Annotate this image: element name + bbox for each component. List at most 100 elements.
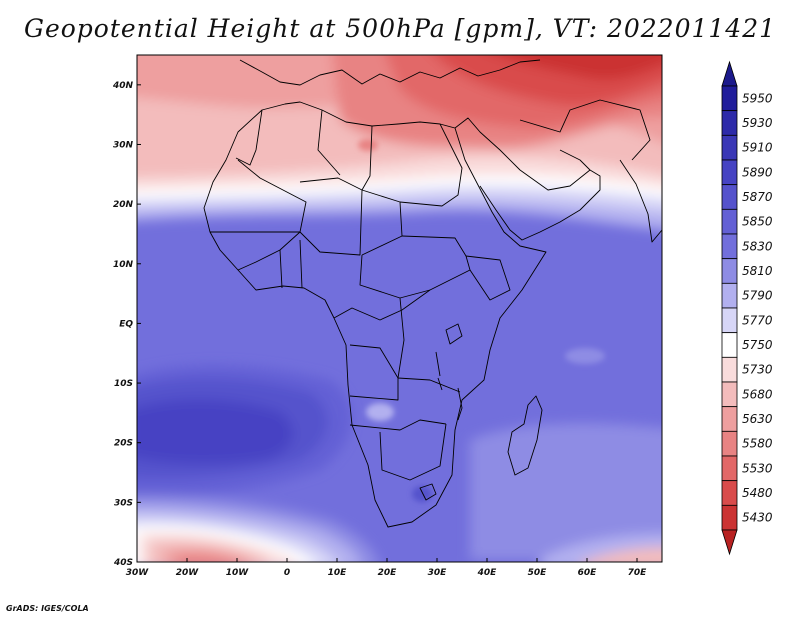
colorbar-label: 5430 bbox=[742, 511, 773, 525]
madagascar-coastline bbox=[507, 395, 543, 476]
africa-coastline bbox=[203, 101, 547, 528]
cell-5850-sa bbox=[412, 486, 432, 502]
colorbar-swatch bbox=[721, 406, 738, 432]
coastlines-and-borders bbox=[203, 59, 662, 528]
persian-gulf-coast bbox=[559, 149, 591, 171]
lat-tick-label: 30N bbox=[113, 140, 134, 150]
colorbar-label: 5630 bbox=[742, 412, 773, 426]
band-5870-sa bbox=[137, 399, 293, 464]
cell-5810-io bbox=[565, 348, 605, 364]
colorbar-label: 5830 bbox=[742, 239, 773, 253]
border-11 bbox=[465, 255, 511, 301]
border-8 bbox=[349, 419, 447, 431]
lake-victoria bbox=[445, 323, 463, 345]
border-14 bbox=[235, 109, 263, 166]
lon-tick-label: 0 bbox=[284, 568, 290, 578]
border-12 bbox=[237, 231, 301, 271]
colorbar-swatch bbox=[721, 430, 738, 457]
colorbar: 5950 5930 5910 5890 5870 5850 5830 5810 5790 5770… bbox=[721, 60, 773, 556]
colorbar-swatch bbox=[721, 307, 738, 334]
colorbar-label: 5530 bbox=[742, 461, 773, 475]
colorbar-swatch bbox=[721, 184, 738, 210]
colorbar-swatch bbox=[721, 208, 738, 235]
colorbar-high-end bbox=[721, 60, 738, 87]
border-5 bbox=[359, 235, 471, 299]
cell-5580-egypt bbox=[358, 139, 378, 151]
lat-tick-label: 40N bbox=[112, 81, 134, 91]
band-5750-se bbox=[584, 547, 662, 562]
colorbar-label: 5580 bbox=[742, 437, 773, 451]
lat-tick-label: 10S bbox=[114, 379, 133, 389]
colorbar-swatch bbox=[721, 258, 738, 284]
border-17 bbox=[519, 99, 651, 161]
border-7 bbox=[349, 344, 399, 401]
lat-tick-label: 20S bbox=[114, 439, 133, 449]
border-10 bbox=[333, 289, 431, 321]
lat-tick-label: 40S bbox=[113, 558, 133, 568]
colorbar-swatch bbox=[721, 356, 738, 383]
colorbar-label: 5680 bbox=[742, 387, 773, 401]
lon-tick-label: 10E bbox=[328, 568, 348, 578]
colorbar-swatch bbox=[721, 504, 738, 531]
colorbar-low-end bbox=[721, 529, 738, 556]
lat-tick-label: EQ bbox=[119, 319, 133, 329]
border-15 bbox=[317, 109, 341, 176]
border-16 bbox=[361, 125, 373, 191]
lon-tick-label: 20W bbox=[176, 568, 200, 578]
colorbar-label: 5810 bbox=[742, 264, 773, 278]
colorbar-swatch bbox=[721, 332, 738, 358]
lon-tick-label: 30E bbox=[428, 568, 448, 578]
colorbar-swatch bbox=[721, 233, 738, 260]
colorbar-swatch bbox=[721, 134, 738, 161]
lon-tick-label: 10W bbox=[226, 568, 250, 578]
lon-tick-label: 50E bbox=[528, 568, 548, 578]
colorbar-swatch bbox=[721, 282, 738, 309]
longitude-axis: 30W 20W 10W 0 10E 20E 30E 40E 50E 60E 70E bbox=[126, 558, 647, 578]
border-13 bbox=[279, 239, 303, 289]
lat-tick-label: 20N bbox=[113, 200, 134, 210]
border-4 bbox=[399, 123, 463, 207]
colorbar-label: 5750 bbox=[742, 338, 773, 352]
colorbar-swatch bbox=[721, 159, 738, 186]
arabia-coastline bbox=[454, 117, 601, 241]
cell-5790-angola bbox=[366, 403, 394, 421]
colorbar-label: 5910 bbox=[742, 141, 773, 155]
border-3 bbox=[361, 189, 403, 256]
lon-tick-label: 30W bbox=[126, 568, 150, 578]
colorbar-swatch bbox=[721, 381, 738, 408]
colorbar-label: 5790 bbox=[742, 289, 773, 303]
lat-tick-label: 10N bbox=[113, 260, 134, 270]
lake-tanganyika bbox=[435, 351, 443, 391]
lake-malawi bbox=[457, 387, 463, 421]
europe-coastline bbox=[239, 59, 541, 86]
india-coastline bbox=[619, 159, 662, 243]
band-5830-io bbox=[470, 423, 662, 560]
colorbar-label: 5770 bbox=[742, 313, 773, 327]
colorbar-label: 5480 bbox=[742, 486, 773, 500]
border-2 bbox=[299, 177, 363, 256]
colorbar-swatch bbox=[721, 85, 738, 112]
band-5430-north bbox=[497, 55, 662, 80]
plot-frame bbox=[136, 54, 663, 563]
grads-credit: GrADS: IGES/COLA bbox=[6, 604, 89, 613]
lesotho bbox=[419, 483, 437, 501]
colorbar-label: 5870 bbox=[742, 190, 773, 204]
lon-tick-label: 60E bbox=[578, 568, 598, 578]
latitude-axis: 40N 30N 20N 10N EQ 10S 20S 30S 40S bbox=[112, 81, 141, 568]
lon-tick-label: 40E bbox=[477, 568, 498, 578]
band-5580-s bbox=[178, 554, 236, 562]
map-title: Geopotential Height at 500hPa [gpm], VT:… bbox=[23, 14, 777, 43]
height-field bbox=[137, 55, 662, 562]
colorbar-swatch bbox=[721, 455, 738, 482]
colorbar-label: 5950 bbox=[742, 91, 773, 105]
lat-tick-label: 30S bbox=[114, 498, 133, 508]
border-1 bbox=[210, 159, 307, 233]
colorbar-swatch bbox=[721, 480, 738, 506]
colorbar-swatch bbox=[721, 110, 738, 136]
lon-tick-label: 70E bbox=[628, 568, 648, 578]
border-9 bbox=[379, 423, 447, 481]
colorbar-label: 5930 bbox=[742, 116, 773, 130]
colorbar-label: 5730 bbox=[742, 363, 773, 377]
colorbar-label: 5850 bbox=[742, 215, 773, 229]
